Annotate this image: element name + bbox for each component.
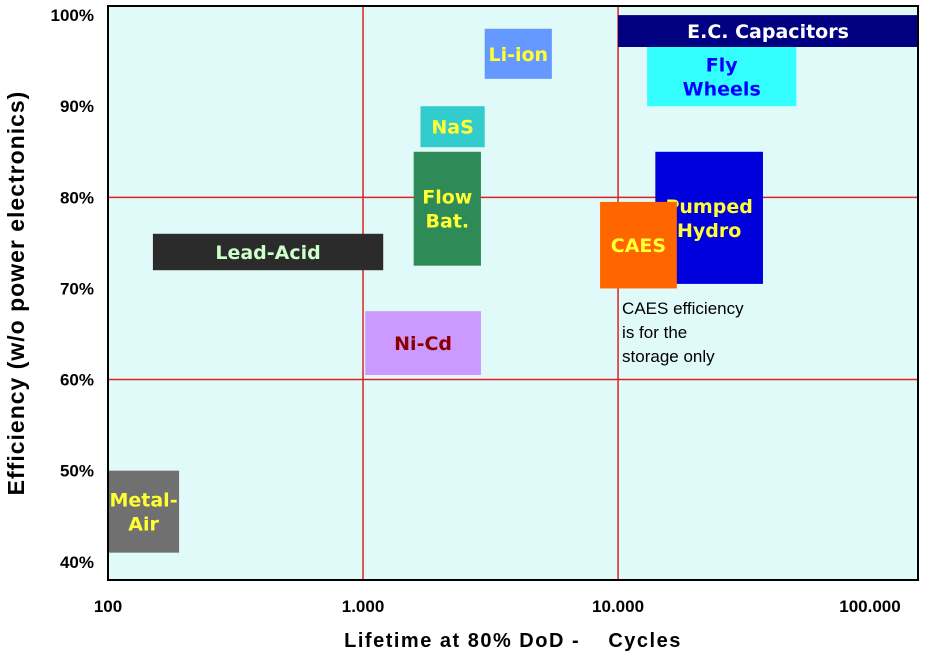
box-ni-cd-rect (365, 311, 481, 375)
annotation-line: is for the (622, 323, 687, 342)
box-li-ion-label: Li-ion (488, 44, 548, 66)
box-caes-label: CAES (611, 235, 666, 257)
y-tick-label: 40% (60, 553, 94, 572)
y-tick-label: 50% (60, 462, 94, 481)
annotation-line: storage only (622, 347, 715, 366)
x-tick-labels: 100 1.000 10.000 100.000 (94, 597, 901, 616)
box-ec-capacitors: E.C. Capacitors (618, 15, 918, 47)
y-tick-label: 70% (60, 279, 94, 298)
box-caes-rect (600, 201, 677, 289)
box-metal-air: Metal-Air (108, 470, 180, 553)
box-nas-rect (420, 106, 485, 148)
box-li-ion: Li-ion (484, 28, 552, 79)
box-fly-wheels-label: Fly (706, 55, 738, 77)
caes-annotation: CAES efficiency is for the storage only (622, 299, 744, 366)
y-tick-labels: 40% 50% 60% 70% 80% 90% 100% (51, 6, 94, 572)
y-tick-label: 90% (60, 97, 94, 116)
box-caes: CAES (600, 201, 677, 289)
y-axis-title: Efficiency (w/o power electronics) (3, 91, 29, 496)
box-ec-capacitors-rect (618, 15, 918, 47)
x-tick-label: 100 (94, 597, 122, 616)
box-lead-acid: Lead-Acid (152, 233, 384, 271)
plot-frame (107, 5, 919, 581)
x-tick-label: 10.000 (592, 597, 644, 616)
box-ni-cd-label: Ni-Cd (394, 333, 452, 355)
box-lead-acid-label: Lead-Acid (215, 242, 320, 264)
y-tick-label: 100% (51, 6, 94, 25)
box-fly-wheels-label: Wheels (683, 79, 761, 101)
gridlines (108, 6, 918, 580)
box-ni-cd: Ni-Cd (365, 311, 481, 375)
box-pumped-hydro-label: Hydro (677, 220, 741, 242)
plot-area (108, 6, 918, 580)
box-metal-air-label: Metal- (109, 490, 177, 512)
box-ec-capacitors-label: E.C. Capacitors (687, 21, 849, 43)
box-nas: NaS (420, 106, 485, 148)
x-tick-label: 1.000 (342, 597, 385, 616)
box-pumped-hydro-label: Pumped (665, 196, 752, 218)
box-flow-battery-rect (413, 151, 481, 266)
annotation-line: CAES efficiency (622, 299, 744, 318)
box-metal-air-rect (108, 470, 180, 553)
box-fly-wheels-rect (647, 47, 797, 107)
box-lead-acid-rect (152, 233, 384, 271)
x-tick-label: 100.000 (839, 597, 900, 616)
box-nas-label: NaS (431, 117, 473, 139)
x-axis-title: Lifetime at 80% DoD - Cycles (344, 630, 682, 652)
box-flow-battery-label: Flow (422, 187, 472, 209)
box-li-ion-rect (484, 28, 552, 79)
box-metal-air-label: Air (128, 514, 159, 536)
y-tick-label: 80% (60, 188, 94, 207)
y-tick-label: 60% (60, 371, 94, 390)
box-flow-battery-label: Bat. (426, 211, 470, 233)
